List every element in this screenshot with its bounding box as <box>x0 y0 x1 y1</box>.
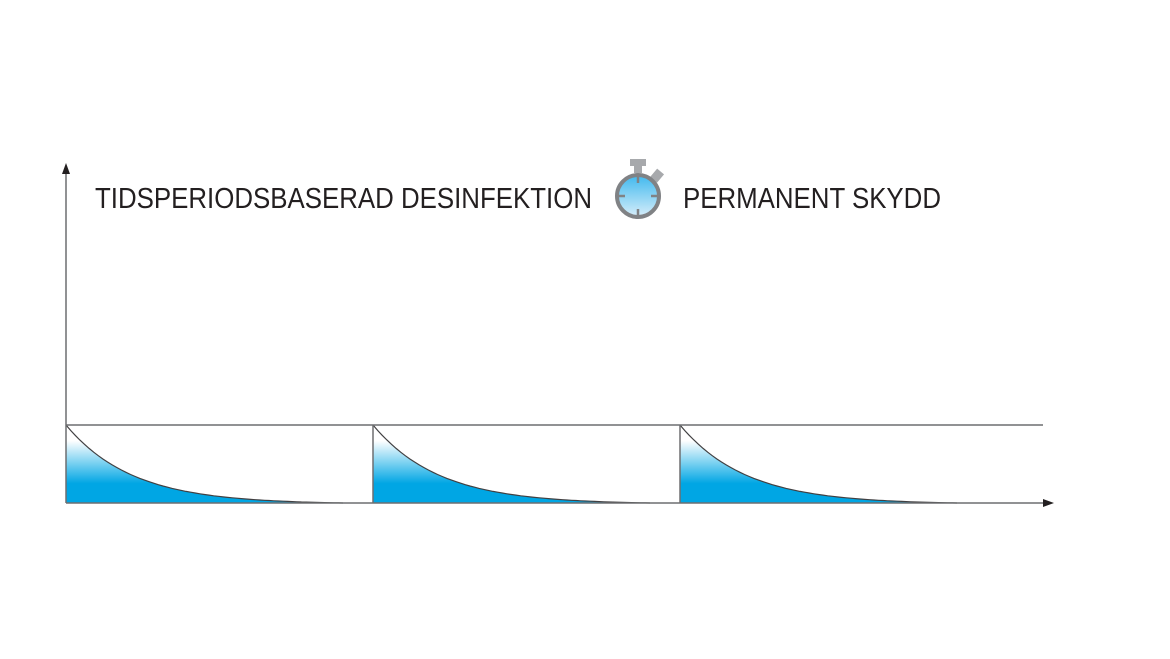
decay-area <box>373 425 650 503</box>
time-based-disinfection-label: TIDSPERIODSBASERAD DESINFEKTION <box>95 183 592 215</box>
decay-curve <box>65 424 344 504</box>
decay-curve <box>372 424 651 504</box>
decay-curve <box>679 424 958 504</box>
decay-cycles <box>65 424 958 504</box>
decay-area <box>680 425 957 503</box>
y-axis-arrow <box>62 163 70 174</box>
stopwatch-icon <box>615 159 665 219</box>
permanent-protection-label: PERMANENT SKYDD <box>683 183 941 215</box>
decay-area <box>66 425 343 503</box>
x-axis-arrow <box>1043 499 1054 507</box>
